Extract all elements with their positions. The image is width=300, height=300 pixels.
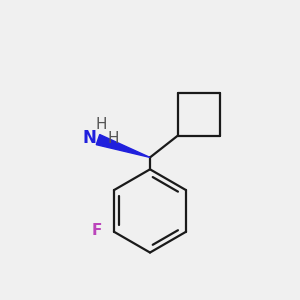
Text: H: H	[95, 117, 107, 132]
Text: F: F	[92, 223, 102, 238]
Text: H: H	[107, 130, 118, 146]
Text: N: N	[82, 129, 97, 147]
Polygon shape	[96, 134, 150, 158]
